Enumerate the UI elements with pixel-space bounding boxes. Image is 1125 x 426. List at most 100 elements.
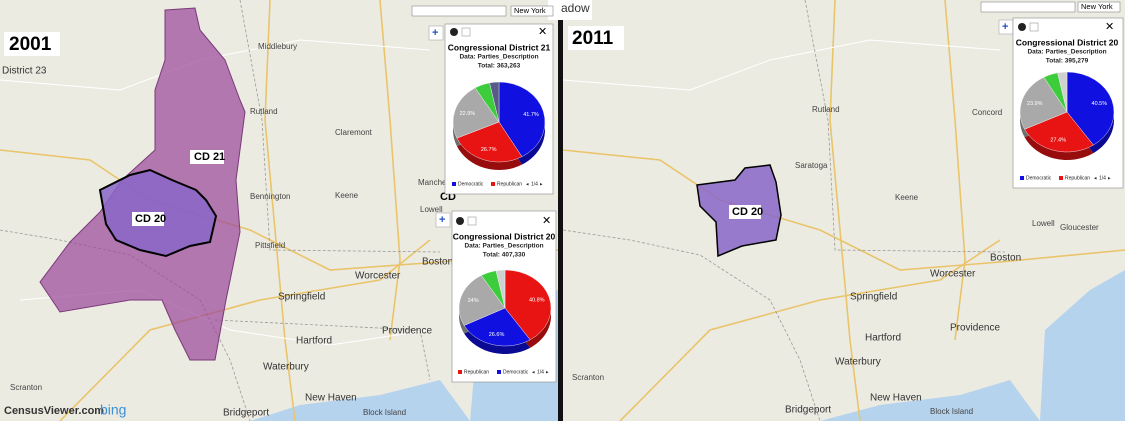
- title-fragment: adow: [561, 1, 590, 15]
- dropdown-text[interactable]: New York: [1081, 2, 1113, 11]
- legend-arrow: ▸: [1108, 175, 1111, 181]
- pie-slice: [1066, 71, 1115, 146]
- state-border: [562, 229, 821, 422]
- place-label: Scranton: [10, 383, 42, 392]
- road: [562, 149, 1125, 271]
- legend-arrow: ▸: [546, 369, 549, 375]
- pie-slice: [495, 269, 506, 309]
- legend-page: 1/4: [531, 181, 538, 187]
- legend-page: 1/4: [537, 369, 544, 375]
- place-label: Hartford: [296, 336, 332, 347]
- road: [379, 0, 401, 341]
- popup: + ✕ Congressional District 20 Data: Part…: [998, 17, 1124, 189]
- close-button[interactable]: ✕: [1105, 21, 1114, 33]
- place-label: Lowell: [1032, 219, 1055, 228]
- state-border: [239, 0, 441, 253]
- pie-value-label: 40.8%: [529, 298, 545, 304]
- place-label: Lowell: [420, 205, 443, 214]
- pie-icon[interactable]: [1018, 23, 1026, 31]
- search-box[interactable]: [411, 5, 507, 17]
- legend-swatch: [458, 370, 462, 374]
- popup: + ✕ Congressional District 20 Data: Part…: [435, 210, 557, 383]
- place-label: Boston: [990, 253, 1021, 264]
- place-label: New Haven: [870, 393, 922, 404]
- water: [820, 380, 1040, 421]
- pie-chart: 41.7% 26.7% 22.9% Democratic Republican ◂ 1/4 ▸: [452, 81, 546, 187]
- state-border: [804, 0, 1006, 253]
- popup-total: Total: 363,263: [478, 63, 521, 70]
- popup: + ✕ Congressional District 21 Data: Part…: [428, 23, 554, 195]
- zoom-icon[interactable]: +: [432, 27, 438, 39]
- bing-logo[interactable]: bing: [100, 402, 126, 418]
- district-label: CD 20: [732, 206, 763, 218]
- legend-swatch: [1059, 176, 1063, 180]
- census-logo[interactable]: CensusViewer.com: [4, 405, 104, 417]
- place-label: Keene: [335, 191, 359, 200]
- road: [59, 239, 431, 422]
- zoom-icon[interactable]: +: [439, 214, 445, 226]
- legend-arrow: ◂: [532, 369, 535, 375]
- zoom-button[interactable]: [435, 212, 451, 228]
- place-label: Springfield: [850, 292, 897, 303]
- place-label: Keene: [895, 193, 919, 202]
- legend-label: Republican: [1065, 175, 1090, 181]
- place-label: Scranton: [572, 373, 604, 382]
- district-label: District 23: [2, 66, 47, 77]
- pie-chart: 40.8% 26.6% 24% Republican Democratic ◂ 1/4 ▸: [458, 269, 552, 375]
- year-label: 2011: [572, 28, 614, 49]
- place-label: Concord: [972, 108, 1002, 117]
- pie-value-label: 22.9%: [460, 111, 476, 117]
- pie-slice: [452, 87, 500, 139]
- bar-icon[interactable]: [1029, 22, 1039, 32]
- label-box: [729, 205, 761, 219]
- zoom-icon[interactable]: +: [1002, 21, 1008, 33]
- place-label: Worcester: [930, 269, 976, 280]
- pie-value-label: 41.7%: [523, 112, 539, 118]
- pie-value-label: 24%: [468, 298, 479, 304]
- place-label: Claremont: [335, 128, 373, 137]
- place-label: Gloucester: [1060, 223, 1099, 232]
- dropdown[interactable]: [1077, 1, 1121, 13]
- place-label: Pittsfield: [255, 241, 285, 250]
- road: [0, 149, 559, 271]
- place-label: New Haven: [305, 393, 357, 404]
- label-box: [190, 150, 224, 164]
- place-label: Middlebury: [258, 42, 297, 51]
- year-box: [4, 32, 60, 56]
- pie-slice: [1024, 111, 1094, 153]
- dropdown[interactable]: [510, 5, 554, 17]
- pie-value-label: 26.7%: [481, 147, 497, 153]
- popup-total: Total: 407,330: [483, 252, 526, 259]
- legend-swatch: [491, 182, 495, 186]
- popup-subtitle: Data: Parties_Description: [459, 54, 538, 61]
- place-label: Worcester: [355, 271, 401, 282]
- pie-value-label: 23.9%: [1027, 101, 1043, 107]
- state-border: [0, 229, 251, 422]
- close-button[interactable]: ✕: [538, 26, 547, 38]
- place-label: Bennington: [250, 192, 290, 201]
- search-box[interactable]: [980, 1, 1076, 13]
- year-box: [568, 26, 624, 50]
- bar-icon[interactable]: [461, 27, 471, 37]
- popup-title: Congressional District 20: [453, 231, 556, 241]
- pie-value-label: 27.4%: [1050, 137, 1066, 143]
- legend-label: Republican: [464, 369, 489, 375]
- label-box: [132, 212, 164, 226]
- pie-value-label: 26.6%: [489, 332, 505, 338]
- pie-slice: [489, 81, 500, 123]
- place-label: Providence: [382, 326, 432, 337]
- pie-chart: 40.5% 27.4% 23.9% Democratic Republican ◂ 1/4 ▸: [1019, 71, 1115, 181]
- bar-icon[interactable]: [467, 216, 477, 226]
- place-label: Boston: [422, 257, 453, 268]
- legend-arrow: ▸: [540, 181, 543, 187]
- dropdown-text[interactable]: New York: [514, 6, 546, 15]
- road: [829, 0, 861, 422]
- zoom-button[interactable]: [428, 25, 444, 41]
- district-label: CD 21: [194, 151, 225, 163]
- road: [264, 0, 296, 422]
- pie-icon[interactable]: [456, 217, 464, 225]
- place-label: Bridgeport: [785, 405, 831, 416]
- pie-icon[interactable]: [450, 28, 458, 36]
- close-button[interactable]: ✕: [542, 215, 551, 227]
